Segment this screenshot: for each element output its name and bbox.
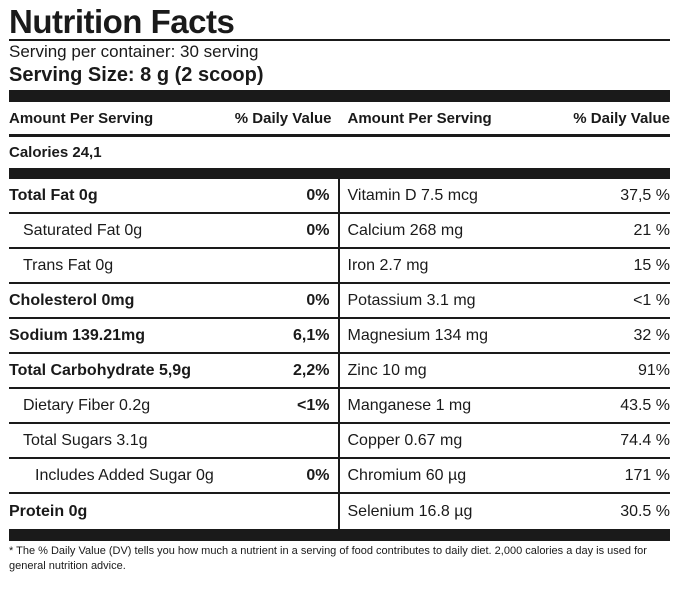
nutrient-grid: Total Fat 0g 0% Saturated Fat 0g 0% Trans … (9, 179, 670, 529)
nutrient-dv: <1% (297, 396, 330, 414)
nutrient-dv: 0% (306, 466, 330, 484)
nutrient-name: Sodium 139.21mg (9, 326, 146, 344)
column-header-row: Amount Per Serving % Daily Value Amount … (9, 102, 670, 134)
nutrient-dv: 32 % (633, 326, 670, 344)
nutrient-dv: 91% (637, 361, 670, 379)
amount-per-serving-heading: Amount Per Serving (9, 109, 154, 127)
divider-medium (9, 134, 670, 137)
nutrient-row: Total Sugars 3.1g (9, 424, 338, 459)
nutrient-name: Calcium 268 mg (347, 221, 464, 239)
nutrient-dv: 15 % (633, 256, 670, 274)
divider-thick (9, 529, 670, 541)
nutrient-dv: 0% (306, 186, 330, 204)
nutrient-row: Dietary Fiber 0.2g <1% (9, 389, 338, 424)
macronutrient-column: Total Fat 0g 0% Saturated Fat 0g 0% Trans … (9, 179, 340, 529)
servings-per-container: Serving per container: 30 serving (9, 42, 259, 61)
nutrient-dv: 2,2% (293, 361, 330, 379)
nutrient-row: Total Carbohydrate 5,9g 2,2% (9, 354, 338, 389)
nutrient-dv: 0% (306, 221, 330, 239)
nutrient-row: Manganese 1 mg 43.5 % (339, 389, 670, 424)
nutrient-dv: 171 % (624, 466, 670, 484)
nutrient-row: Iron 2.7 mg 15 % (339, 249, 670, 284)
calories: Calories 24,1 (9, 144, 102, 161)
nutrient-name: Total Sugars 3.1g (23, 431, 148, 449)
nutrient-name: Saturated Fat 0g (23, 221, 143, 239)
nutrient-dv: 21 % (633, 221, 670, 239)
label-title: Nutrition Facts (9, 3, 235, 40)
divider-thick (9, 168, 670, 179)
nutrient-name: Magnesium 134 mg (347, 326, 489, 344)
amount-per-serving-heading: Amount Per Serving (347, 109, 492, 127)
nutrient-row: Trans Fat 0g (9, 249, 338, 284)
nutrient-dv: 0% (306, 291, 330, 309)
nutrient-name: Total Carbohydrate 5,9g (9, 361, 191, 379)
nutrient-name: Selenium 16.8 µg (347, 502, 473, 520)
nutrient-row: Selenium 16.8 µg 30.5 % (340, 494, 671, 529)
nutrient-name: Total Fat 0g (9, 186, 98, 204)
nutrient-dv: 37,5 % (620, 186, 670, 204)
nutrient-row: Chromium 60 µg 171 % (339, 459, 670, 494)
nutrient-row: Zinc 10 mg 91% (339, 354, 670, 389)
column-header-left: Amount Per Serving % Daily Value (9, 110, 340, 127)
nutrient-row: Sodium 139.21mg 6,1% (9, 319, 338, 354)
nutrient-dv: 74.4 % (620, 431, 670, 449)
column-header-right: Amount Per Serving % Daily Value (340, 110, 671, 127)
divider (9, 39, 670, 41)
nutrient-row: Saturated Fat 0g 0% (9, 214, 338, 249)
daily-value-footnote: * The % Daily Value (DV) tells you how m… (9, 545, 647, 572)
nutrient-row: Copper 0.67 mg 74.4 % (339, 424, 670, 459)
nutrient-name: Chromium 60 µg (347, 466, 467, 484)
nutrient-row: Cholesterol 0mg 0% (9, 284, 338, 319)
nutrient-name: Includes Added Sugar 0g (35, 466, 214, 484)
nutrient-name: Protein 0g (9, 502, 88, 520)
daily-value-heading: % Daily Value (573, 109, 670, 127)
nutrient-name: Cholesterol 0mg (9, 291, 135, 309)
nutrient-name: Copper 0.67 mg (347, 431, 463, 449)
nutrient-name: Zinc 10 mg (347, 361, 427, 379)
nutrient-name: Trans Fat 0g (23, 256, 114, 274)
nutrient-name: Vitamin D 7.5 mcg (347, 186, 478, 204)
nutrient-dv: 6,1% (293, 326, 330, 344)
nutrient-row: Vitamin D 7.5 mcg 37,5 % (339, 179, 670, 214)
nutrient-row: Calcium 268 mg 21 % (339, 214, 670, 249)
nutrient-dv: 43.5 % (620, 396, 670, 414)
nutrient-row: Magnesium 134 mg 32 % (339, 319, 670, 354)
nutrient-name: Dietary Fiber 0.2g (23, 396, 151, 414)
nutrient-row: Protein 0g (9, 494, 338, 529)
nutrient-name: Potassium 3.1 mg (347, 291, 476, 309)
nutrient-row: Total Fat 0g 0% (9, 179, 338, 214)
nutrient-dv: <1 % (633, 291, 670, 309)
nutrient-name: Manganese 1 mg (347, 396, 472, 414)
nutrient-row: Potassium 3.1 mg <1 % (339, 284, 670, 319)
daily-value-heading: % Daily Value (234, 109, 332, 127)
nutrient-name: Iron 2.7 mg (347, 256, 429, 274)
serving-size: Serving Size: 8 g (2 scoop) (9, 64, 264, 86)
nutrient-dv: 30.5 % (620, 502, 670, 520)
divider-thick (9, 90, 670, 102)
micronutrient-column: Vitamin D 7.5 mcg 37,5 % Calcium 268 mg 21… (339, 179, 671, 529)
nutrient-row: Includes Added Sugar 0g 0% (9, 459, 338, 494)
